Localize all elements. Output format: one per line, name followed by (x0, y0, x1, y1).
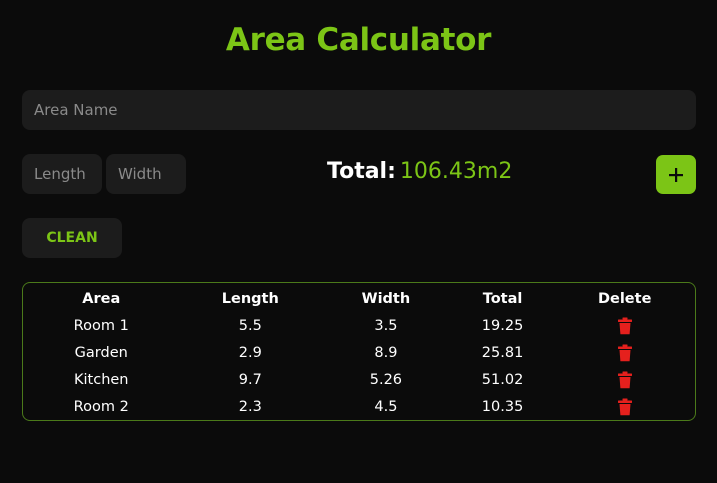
areas-table: Area Length Width Total Delete Room 1 5.… (23, 285, 695, 420)
header-area: Area (82, 290, 121, 307)
trash-icon[interactable] (617, 317, 633, 335)
cell-total: 10.35 (481, 398, 524, 415)
clean-button[interactable]: CLEAN (22, 218, 122, 258)
areas-table-container: Area Length Width Total Delete Room 1 5.… (22, 282, 696, 421)
trash-icon[interactable] (617, 371, 633, 389)
cell-delete (554, 312, 695, 339)
cell-width: 5.26 (369, 371, 403, 388)
table-row: Garden 2.9 8.9 25.81 (23, 339, 695, 366)
header-width: Width (361, 290, 411, 307)
cell-delete (554, 366, 695, 393)
cell-width: 8.9 (374, 344, 398, 361)
cell-area: Room 2 (73, 398, 129, 415)
cell-length: 2.3 (238, 398, 262, 415)
cell-area: Room 1 (73, 317, 129, 334)
trash-icon[interactable] (617, 398, 633, 416)
plus-icon (656, 166, 696, 184)
page-title: Area Calculator (225, 22, 492, 58)
cell-length: 5.5 (238, 317, 262, 334)
header-delete: Delete (597, 290, 652, 307)
table-header-row: Area Length Width Total Delete (23, 285, 695, 312)
trash-icon[interactable] (617, 344, 633, 362)
table-row: Room 2 2.3 4.5 10.35 (23, 393, 695, 420)
total-label: Total: (327, 159, 396, 184)
cell-width: 3.5 (374, 317, 398, 334)
table-row: Kitchen 9.7 5.26 51.02 (23, 366, 695, 393)
cell-total: 51.02 (481, 371, 524, 388)
cell-area: Garden (74, 344, 128, 361)
cell-width: 4.5 (374, 398, 398, 415)
total-display: Total: 106.43m2 (327, 156, 512, 188)
header-length: Length (221, 290, 279, 307)
cell-total: 19.25 (481, 317, 524, 334)
total-value: 106.43m2 (399, 159, 513, 184)
table-row: Room 1 5.5 3.5 19.25 (23, 312, 695, 339)
width-input[interactable] (106, 154, 186, 194)
cell-length: 2.9 (238, 344, 262, 361)
cell-delete (554, 393, 695, 420)
cell-length: 9.7 (238, 371, 262, 388)
length-input[interactable] (22, 154, 102, 194)
cell-area: Kitchen (74, 371, 129, 388)
add-button[interactable] (656, 155, 696, 194)
cell-delete (554, 339, 695, 366)
area-name-input[interactable] (22, 90, 696, 130)
header-total: Total (482, 290, 523, 307)
cell-total: 25.81 (481, 344, 524, 361)
